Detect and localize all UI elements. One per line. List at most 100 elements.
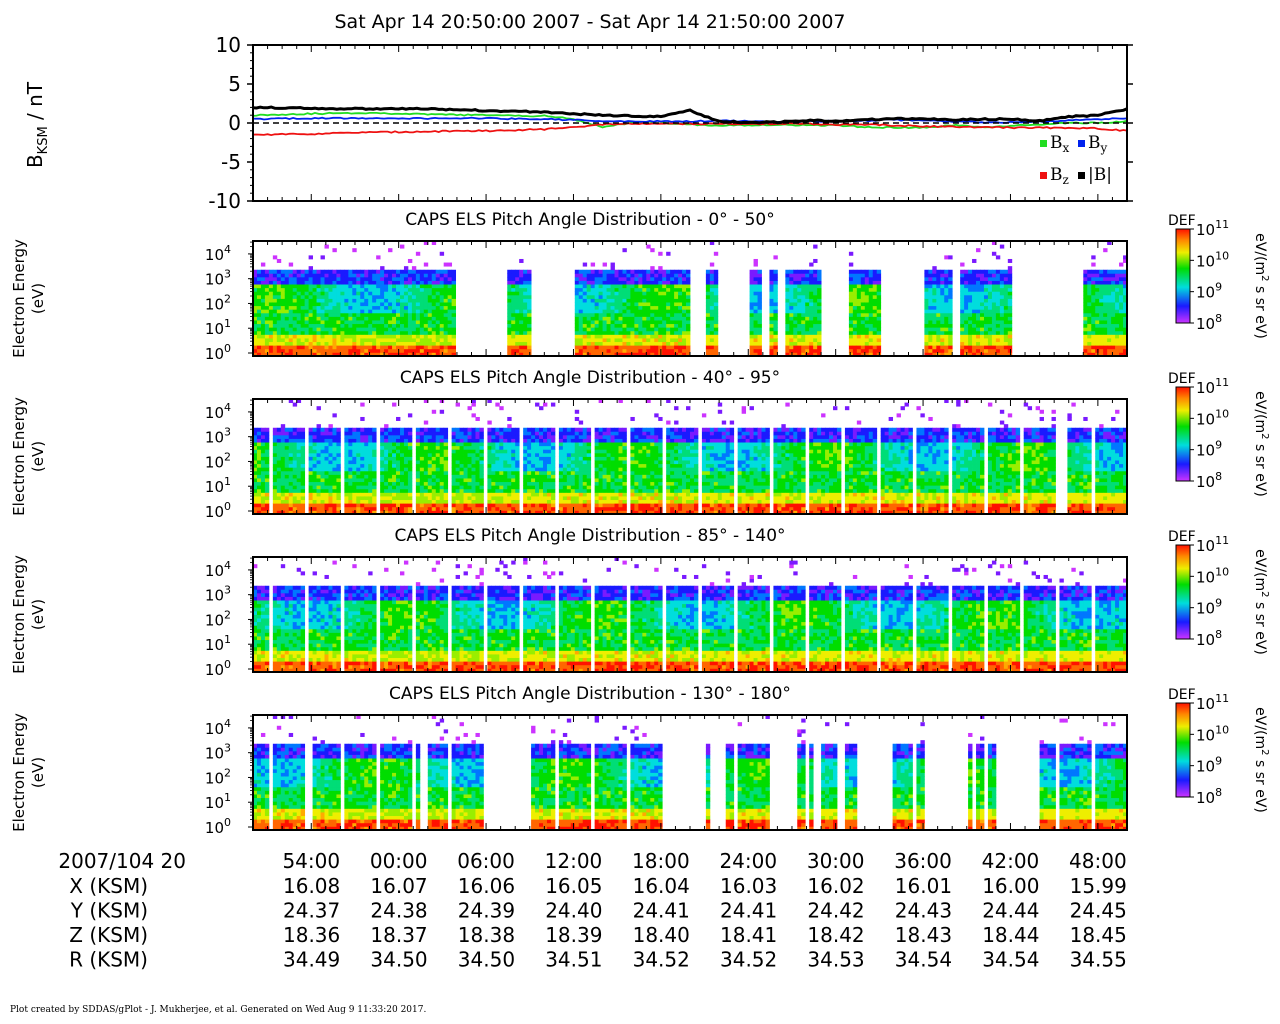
heatmap-cell: [1111, 284, 1116, 289]
heatmap-cell: [423, 506, 429, 511]
legend-label: B: [1050, 165, 1063, 185]
heatmap-cell: [618, 305, 623, 310]
heatmap-cell: [523, 298, 528, 303]
heatmap-cell: [264, 287, 270, 292]
heatmap-cell: [276, 470, 282, 475]
heatmap-cell: [284, 320, 290, 325]
heatmap-cell: [372, 496, 377, 501]
heatmap-cell: [364, 280, 369, 285]
heatmap-cell: [280, 434, 286, 439]
heatmap-cell: [364, 348, 369, 353]
heatmap-cell: [439, 463, 445, 468]
heatmap-cell: [284, 478, 290, 483]
heatmap-cell: [368, 488, 373, 493]
heatmap-cell: [590, 320, 596, 325]
heatmap-cell: [848, 316, 854, 321]
heatmap-cell: [1095, 284, 1100, 289]
heatmap-cell: [423, 284, 429, 289]
heatmap-cell: [709, 273, 715, 278]
heatmap-cell: [801, 338, 806, 343]
heatmap-cell: [308, 431, 313, 436]
heatmap-cell: [427, 320, 433, 325]
heatmap-cell: [598, 341, 603, 346]
heatmap-cell: [288, 445, 294, 450]
heatmap-cell: [852, 276, 858, 281]
heatmap-cell: [924, 327, 929, 332]
heatmap-cell: [384, 488, 389, 493]
heatmap-cell: [1123, 291, 1128, 296]
heatmap-cell: [264, 499, 270, 504]
heatmap-cell: [980, 320, 985, 325]
heatmap-cell: [999, 345, 1005, 350]
heatmap-cell: [797, 323, 802, 328]
heatmap-cell: [368, 345, 373, 350]
heatmap-cell: [264, 330, 270, 335]
heatmap-cell: [876, 287, 882, 292]
heatmap-cell: [1103, 309, 1108, 314]
heatmap-cell: [396, 470, 401, 475]
heatmap-cell: [924, 298, 929, 303]
heatmap-cell: [260, 449, 266, 454]
heatmap-cell: [451, 269, 457, 274]
heatmap-cell: [1115, 302, 1120, 307]
heatmap-cell: [868, 327, 874, 332]
heatmap-cell: [415, 485, 421, 490]
heatmap-cell: [662, 352, 667, 357]
heatmap-cell: [308, 492, 313, 497]
heatmap-cell: [324, 503, 329, 508]
heatmap-cell: [753, 280, 758, 285]
heatmap-cell: [793, 330, 798, 335]
heatmap-cell: [312, 485, 317, 490]
heatmap-cell: [352, 445, 357, 450]
heatmap-cell: [753, 276, 758, 281]
heatmap-cell: [713, 316, 719, 321]
heatmap-cell: [419, 298, 425, 303]
heatmap-cell: [447, 312, 453, 317]
heatmap-cell: [316, 442, 321, 447]
heatmap-cell: [860, 334, 866, 339]
cb-unit-sup: 2: [1259, 275, 1270, 281]
heatmap-cell: [328, 460, 333, 465]
heatmap-cell: [936, 338, 941, 343]
heatmap-cell: [396, 305, 401, 310]
heatmap-cell: [713, 309, 719, 314]
heatmap-cell: [646, 294, 651, 299]
heatmap-cell: [431, 485, 437, 490]
heatmap-cell: [392, 280, 397, 285]
heatmap-cell: [856, 323, 862, 328]
heatmap-cell: [944, 334, 949, 339]
heatmap-cell: [976, 276, 981, 281]
heatmap-cell: [987, 280, 993, 285]
heatmap-cell: [642, 269, 647, 274]
heatmap-cell: [642, 327, 647, 332]
heatmap-cell: [1007, 298, 1013, 303]
heatmap-cell: [435, 456, 441, 461]
heatmap-cell: [646, 291, 651, 296]
heatmap-cell: [320, 302, 325, 307]
heatmap-cell: [264, 427, 270, 432]
heatmap-cell: [602, 273, 607, 278]
heatmap-cell: [407, 427, 413, 432]
heatmap-cell: [519, 294, 524, 299]
heatmap-cell: [983, 312, 989, 317]
heatmap-cell: [995, 338, 1001, 343]
heatmap-cell: [388, 345, 393, 350]
heatmap-cell: [288, 276, 294, 281]
heatmap-cell: [805, 302, 810, 307]
heatmap-cell: [980, 345, 985, 350]
heatmap-cell: [300, 434, 306, 439]
heatmap-cell: [403, 449, 409, 454]
heatmap-cell: [360, 496, 365, 501]
heatmap-cell: [443, 449, 449, 454]
heatmap-cell: [356, 302, 361, 307]
heatmap-cell: [801, 287, 806, 292]
heatmap-cell: [928, 345, 933, 350]
heatmap-cell: [638, 338, 643, 343]
heatmap-cell: [451, 463, 457, 468]
heatmap-cell: [773, 330, 778, 335]
heatmap-cell: [940, 305, 945, 310]
heatmap-cell: [435, 503, 441, 508]
heatmap-cell: [995, 323, 1001, 328]
heatmap-cell: [968, 345, 973, 350]
heatmap-cell: [320, 352, 325, 357]
